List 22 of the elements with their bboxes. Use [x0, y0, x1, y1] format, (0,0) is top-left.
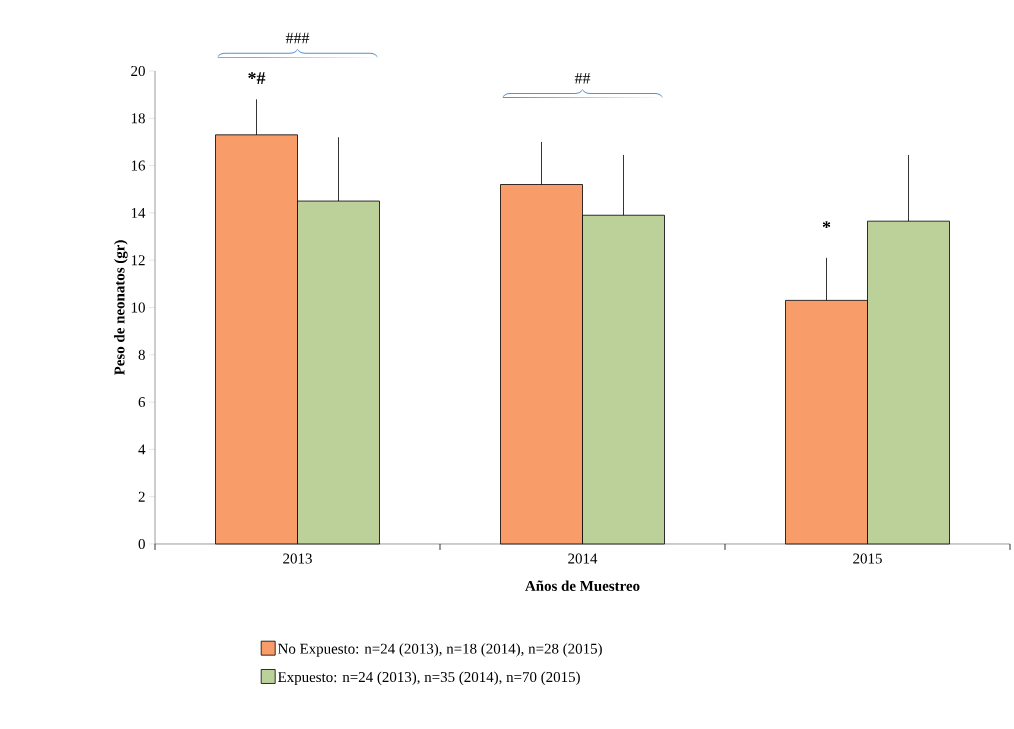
y-tick-label: 12	[131, 255, 145, 266]
y-tick-label: 20	[131, 65, 145, 77]
y-tick-label: 6	[138, 397, 146, 408]
y-tick-label: 18	[131, 113, 145, 124]
legend-label: No Expuesto: n=24 (2013), n=18 (2014), n=28 (2015)	[278, 643, 602, 657]
annotation: ##	[574, 73, 591, 84]
y-tick-label: 16	[131, 160, 146, 171]
y-tick-label: 4	[138, 444, 146, 455]
annotation: *#	[248, 72, 266, 84]
y-tick-label: 10	[131, 302, 145, 313]
legend-label: Expuesto: n=24 (2013), n=35 (2014), n=70 (2015)	[278, 671, 580, 686]
text: ###	[285, 32, 310, 44]
y-tick-label: 8	[138, 349, 145, 360]
y-axis-title: Peso de neonatos (gr)	[114, 240, 128, 376]
x-tick-label: 2015	[853, 553, 882, 564]
x-tick-label: 2013	[283, 553, 312, 564]
annotation: *	[822, 221, 831, 228]
x-axis-title: Años de Muestreo	[525, 580, 640, 592]
x-tick-label: 2014	[568, 553, 598, 564]
y-tick-label: 0	[138, 538, 145, 550]
y-tick-label: 14	[131, 207, 146, 218]
y-tick-label: 2	[138, 491, 145, 502]
